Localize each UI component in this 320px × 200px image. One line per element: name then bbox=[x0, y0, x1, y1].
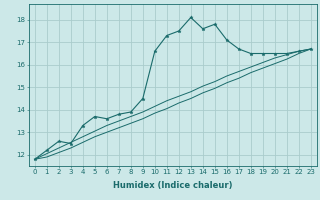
X-axis label: Humidex (Indice chaleur): Humidex (Indice chaleur) bbox=[113, 181, 233, 190]
